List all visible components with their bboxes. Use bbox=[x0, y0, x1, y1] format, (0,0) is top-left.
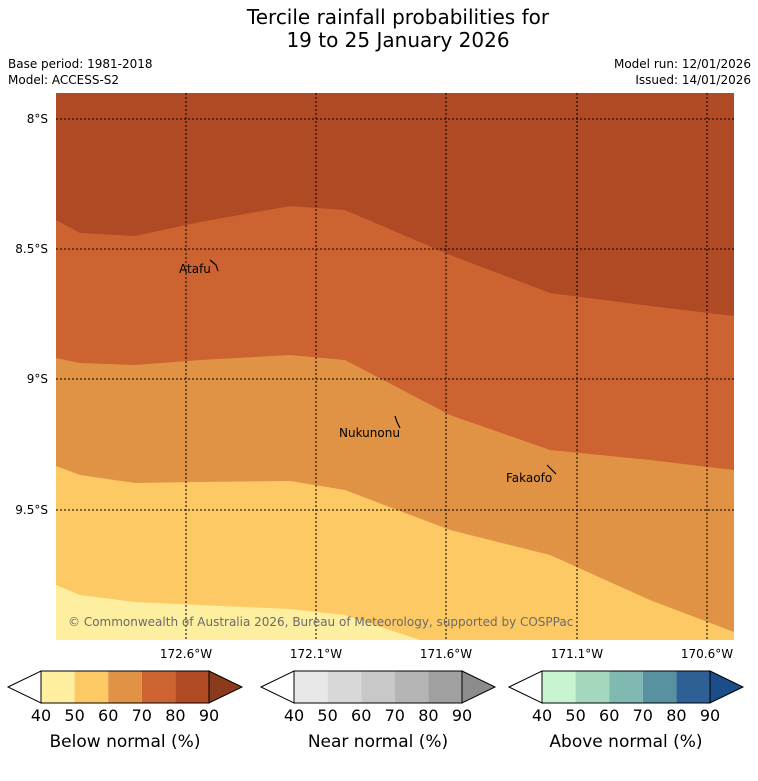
colorbar-above-segment bbox=[609, 671, 643, 703]
colorbar-near-tick: 50 bbox=[317, 706, 337, 725]
atafu-coastline bbox=[209, 259, 219, 272]
lon-label-172-6: 172.6°W bbox=[160, 647, 212, 661]
colorbar-near-segment bbox=[361, 671, 395, 703]
colorbar-above-tick: 50 bbox=[565, 706, 585, 725]
colorbar-near-tick: 80 bbox=[418, 706, 438, 725]
model-run: Model run: 12/01/2026 bbox=[613, 57, 751, 71]
fakaofo-coastline bbox=[546, 464, 557, 475]
place-atafu: Atafu bbox=[179, 262, 211, 276]
colorbar-below-outline bbox=[40, 670, 210, 704]
colorbar-near-segment bbox=[327, 671, 362, 703]
colorbar-below: 40 50 60 70 80 90 Below normal (%) bbox=[6, 670, 244, 752]
meta-right: Model run: 12/01/2026 Issued: 14/01/2026 bbox=[614, 56, 751, 88]
colorbar-above-segment bbox=[575, 671, 610, 703]
colorbar-near-tick: 90 bbox=[452, 706, 472, 725]
colorbar-below-segment bbox=[74, 671, 109, 703]
colorbar-below-segment bbox=[108, 671, 142, 703]
colorbar-below-tick: 50 bbox=[64, 706, 84, 725]
colorbar-below-segment bbox=[141, 671, 176, 703]
issued-date: Issued: 14/01/2026 bbox=[635, 73, 751, 87]
colorbar-above-segment bbox=[642, 671, 677, 703]
lat-labels: 8°S 8.5°S 9°S 9.5°S bbox=[15, 112, 48, 517]
colorbar-near-tick: 40 bbox=[284, 706, 304, 725]
lon-labels: 172.6°W 172.1°W 171.6°W 171.1°W 170.6°W bbox=[160, 647, 733, 661]
map-title: Tercile rainfall probabilities for 19 to… bbox=[0, 6, 758, 52]
copyright-notice: © Commonwealth of Australia 2026, Bureau… bbox=[68, 615, 573, 629]
colorbar-above-segment bbox=[542, 671, 576, 703]
colorbar-below-tick: 90 bbox=[199, 706, 219, 725]
colorbar-above-outline bbox=[541, 670, 711, 704]
lon-label-171-6: 171.6°W bbox=[420, 647, 472, 661]
meta-left: Base period: 1981-2018 Model: ACCESS-S2 bbox=[8, 56, 153, 88]
colorbar-above-under-triangle bbox=[507, 670, 543, 704]
colorbar-below-tick: 40 bbox=[31, 706, 51, 725]
colorbar-near-segment bbox=[428, 671, 462, 703]
colorbar-below-over-triangle bbox=[208, 670, 244, 704]
colorbar-near-tick: 60 bbox=[351, 706, 371, 725]
band-40-50 bbox=[56, 585, 420, 640]
probability-field bbox=[56, 93, 734, 640]
colorbar-below-tick: 80 bbox=[165, 706, 185, 725]
colorbar-near-segment bbox=[294, 671, 328, 703]
colorbar-below-segment bbox=[41, 671, 75, 703]
colorbars: 40 50 60 70 80 90 Below normal (%) 40 50 60 70 80 90… bbox=[6, 670, 745, 752]
lat-label-8-5: 8.5°S bbox=[15, 242, 48, 256]
colorbar-above-tick: 90 bbox=[700, 706, 720, 725]
colorbar-above-tick: 40 bbox=[532, 706, 552, 725]
place-fakaofo: Fakaofo bbox=[506, 471, 552, 485]
colorbar-near-under-triangle bbox=[259, 670, 295, 704]
lon-label-172-1: 172.1°W bbox=[290, 647, 342, 661]
colorbar-below-tick: 70 bbox=[132, 706, 152, 725]
lat-label-8: 8°S bbox=[27, 112, 48, 126]
colorbar-above-tick: 70 bbox=[633, 706, 653, 725]
base-period: Base period: 1981-2018 bbox=[8, 57, 153, 71]
colorbar-above-tick: 80 bbox=[666, 706, 686, 725]
lon-label-170-6: 170.6°W bbox=[681, 647, 733, 661]
colorbar-below-segment bbox=[175, 671, 209, 703]
colorbar-near-label: Near normal (%) bbox=[308, 732, 448, 752]
colorbar-below-under-triangle bbox=[6, 670, 42, 704]
title-line-2: 19 to 25 January 2026 bbox=[286, 28, 510, 52]
colorbar-near-outline bbox=[293, 670, 463, 704]
graticule bbox=[56, 93, 734, 640]
colorbar-near-over-triangle bbox=[461, 670, 497, 704]
atolls bbox=[209, 259, 557, 475]
lat-label-9-5: 9.5°S bbox=[15, 503, 48, 517]
colorbar-near-tick: 70 bbox=[385, 706, 405, 725]
colorbar-below-tick: 60 bbox=[98, 706, 118, 725]
colorbar-above-label: Above normal (%) bbox=[549, 732, 702, 752]
colorbar-above-tick: 60 bbox=[599, 706, 619, 725]
colorbar-above-over-triangle bbox=[709, 670, 745, 704]
colorbar-above: 40 50 60 70 80 90 Above normal (%) bbox=[507, 670, 745, 752]
colorbar-above-segment bbox=[676, 671, 710, 703]
lon-label-171-1: 171.1°W bbox=[551, 647, 603, 661]
nukunonu-coastline bbox=[394, 415, 401, 429]
colorbar-near-segment bbox=[394, 671, 429, 703]
lat-label-9: 9°S bbox=[27, 372, 48, 386]
place-nukunonu: Nukunonu bbox=[339, 426, 400, 440]
title-line-1: Tercile rainfall probabilities for bbox=[246, 5, 550, 29]
model-name: Model: ACCESS-S2 bbox=[8, 73, 120, 87]
colorbar-below-label: Below normal (%) bbox=[50, 732, 201, 752]
